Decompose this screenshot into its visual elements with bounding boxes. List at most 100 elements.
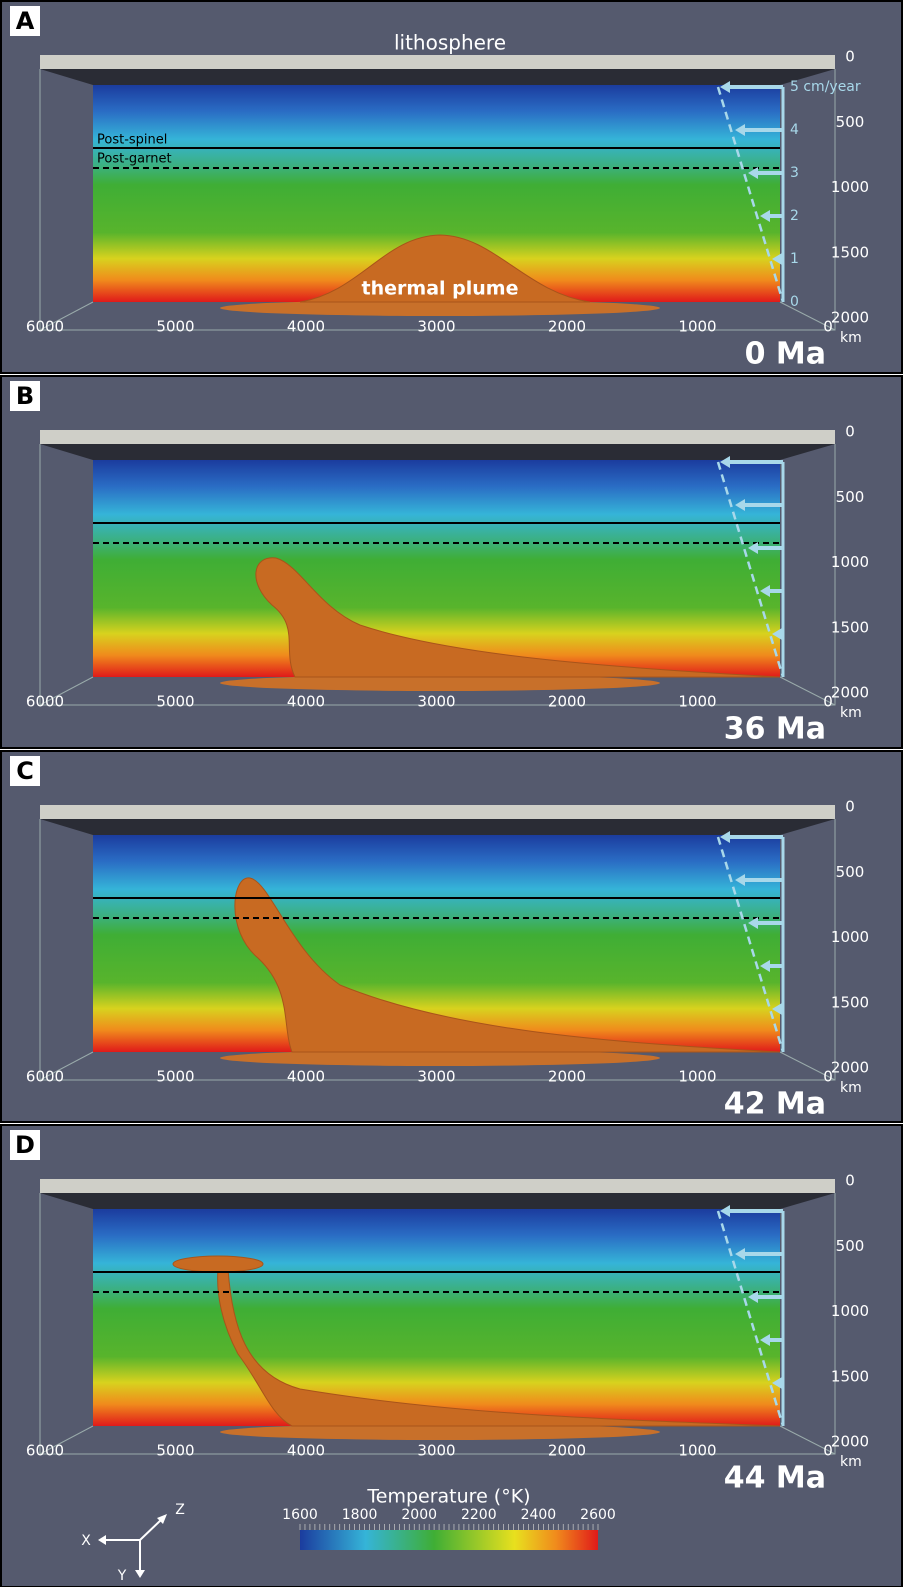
triad-y-head (135, 1570, 145, 1578)
panel-label-box (10, 381, 40, 411)
x-tick-label: 6000 (26, 318, 64, 336)
x-tick-label: 1000 (678, 693, 716, 711)
velocity-arrowhead (772, 253, 782, 265)
depth-tick-label: 2000 (831, 684, 869, 702)
depth-tick-label: 2000 (831, 309, 869, 327)
velocity-arrowhead (772, 628, 782, 640)
box-frame (39, 1193, 836, 1455)
velocity-arrowhead (720, 831, 730, 843)
colorbar (300, 1530, 598, 1550)
plume-label: thermal plume (362, 278, 519, 300)
panel-label-box (10, 1130, 40, 1160)
panel-label: D (15, 1131, 35, 1159)
x-unit: km (840, 330, 862, 346)
panel-label: A (16, 7, 35, 35)
depth-tick-label: 2000 (831, 1059, 869, 1077)
depth-tick-label: 1500 (831, 243, 869, 261)
velocity-arrowhead (735, 499, 745, 511)
plume (217, 1268, 781, 1427)
depth-tick-label: 500 (836, 1237, 865, 1255)
velocity-arrowhead (748, 1291, 758, 1303)
lithosphere-slab (40, 1179, 835, 1193)
x-tick-label: 1000 (678, 318, 716, 336)
lithosphere-underside (40, 69, 835, 85)
temperature-field (93, 1209, 780, 1426)
velocity-arrowhead (735, 1248, 745, 1260)
panel: A 5 cm/year 4 3 2 1 0 lithosphere Post-spinel Pos… (0, 0, 903, 374)
depth-tick-label: 1500 (831, 1367, 869, 1385)
colorbar-tick-label: 2600 (580, 1507, 616, 1523)
depth-tick-label: 1000 (831, 178, 869, 196)
plume-head (172, 1255, 264, 1273)
x-tick-label: 0 (823, 1068, 833, 1086)
time-label: 44 Ma (724, 1461, 826, 1496)
x-tick-label: 1000 (678, 1442, 716, 1460)
triad-y-label: Y (117, 1568, 127, 1584)
plume (255, 557, 781, 678)
plume-base (220, 1424, 660, 1440)
depth-tick-label: 1000 (831, 553, 869, 571)
velocity-arrowhead (748, 542, 758, 554)
x-tick-label: 2000 (548, 1442, 586, 1460)
plume-base (220, 300, 660, 316)
box-frame (39, 444, 836, 706)
velocity-arrowhead (720, 81, 730, 93)
x-tick-label: 2000 (548, 1068, 586, 1086)
x-tick-label: 4000 (287, 693, 325, 711)
panel: C 6000 5000 4000 3000 2000 1000 0 km 0 500 1000 1500… (0, 750, 903, 1123)
velocity-arrowhead (720, 1205, 730, 1217)
x-tick-label: 6000 (26, 1442, 64, 1460)
panel: D 6000 5000 4000 3000 2000 1000 0 km 0 500 1000 1500… (0, 1124, 903, 1587)
colorbar-tick-label: 2400 (521, 1507, 557, 1523)
colorbar-tick-label: 1800 (342, 1507, 378, 1523)
lithosphere-underside (40, 819, 835, 835)
box-edge (39, 1425, 94, 1455)
box-edge (779, 301, 836, 331)
box-edge (39, 301, 94, 331)
x-tick-label: 5000 (156, 318, 194, 336)
triad-z-head (157, 1514, 167, 1524)
depth-tick-label: 1500 (831, 993, 869, 1011)
velocity-label: 1 (790, 251, 799, 267)
x-unit: km (840, 1454, 862, 1470)
velocity-arrowhead (772, 1377, 782, 1389)
lithosphere-slab (40, 55, 835, 69)
lithosphere-label: lithosphere (394, 31, 506, 55)
triad-x-label: X (81, 1533, 91, 1549)
velocity-label: 0 (790, 294, 799, 310)
velocity-arrowhead (748, 917, 758, 929)
time-label: 36 Ma (724, 712, 826, 747)
velocity-arrowhead (735, 874, 745, 886)
depth-tick-label: 0 (845, 1172, 855, 1190)
depth-tick-label: 0 (845, 48, 855, 66)
velocity-label: 2 (790, 208, 799, 224)
depth-tick-label: 2000 (831, 1433, 869, 1451)
velocity-profile (716, 461, 785, 678)
x-tick-label: 4000 (287, 318, 325, 336)
x-tick-label: 2000 (548, 693, 586, 711)
depth-tick-label: 1500 (831, 618, 869, 636)
x-tick-label: 4000 (287, 1068, 325, 1086)
box-frame (39, 69, 836, 331)
colorbar-tick-label: 2000 (401, 1507, 437, 1523)
triad-z-label: Z (175, 1502, 185, 1518)
velocity-arrowhead (735, 124, 745, 136)
velocity-arrowhead (720, 456, 730, 468)
plume (299, 234, 591, 303)
velocity-label: 4 (790, 122, 799, 138)
depth-tick-label: 1000 (831, 928, 869, 946)
lithosphere-slab (40, 430, 835, 444)
velocity-arrowhead (760, 210, 770, 222)
depth-tick-label: 0 (845, 423, 855, 441)
panel-label: C (16, 757, 34, 785)
triad-z (139, 1518, 163, 1541)
depth-tick-label: 500 (836, 863, 865, 881)
box-edge (779, 676, 836, 706)
x-tick-label: 4000 (287, 1442, 325, 1460)
panel: B 6000 5000 4000 3000 2000 1000 0 km 0 500 1000 1500… (0, 375, 903, 749)
x-tick-label: 2000 (548, 318, 586, 336)
x-tick-label: 0 (823, 1442, 833, 1460)
velocity-arrowhead (760, 960, 770, 972)
x-tick-label: 0 (823, 318, 833, 336)
